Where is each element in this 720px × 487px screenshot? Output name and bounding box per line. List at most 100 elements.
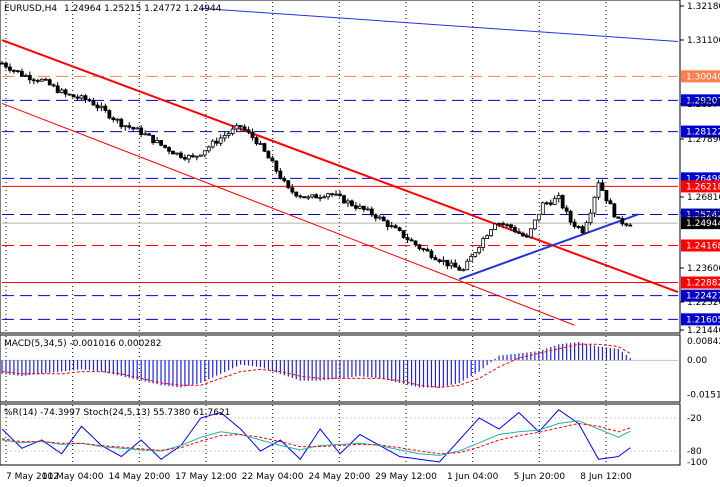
candle-body	[477, 246, 482, 254]
y-tick-label: 1.31100	[687, 36, 720, 46]
candle-body	[373, 214, 378, 219]
candle-body	[560, 195, 565, 209]
candle-body	[513, 227, 517, 233]
price-level-label: 1.28122	[686, 128, 720, 138]
candle-body	[254, 137, 259, 145]
price-level-tag	[681, 276, 720, 289]
trend-line[interactable]	[1, 102, 575, 326]
oscillator-series-line	[1, 409, 631, 463]
candle-body	[421, 248, 426, 251]
candle-body	[115, 118, 120, 121]
price-level-tag	[681, 313, 720, 326]
candle-body	[286, 180, 291, 189]
price-level-tag	[681, 94, 720, 107]
candle-body	[377, 216, 382, 219]
trend-line[interactable]	[200, 7, 679, 42]
candle-body	[250, 131, 255, 139]
price-level-label: 1.26498	[686, 174, 720, 184]
candle-body	[143, 133, 148, 136]
candle-body	[437, 259, 442, 262]
candle-body	[63, 89, 68, 95]
macd-y-tick-label: -0.015126	[687, 391, 720, 401]
y-tick-label: 1.23600	[687, 264, 720, 274]
candle-body	[4, 62, 8, 68]
x-tick-label: 14 May 20:00	[108, 472, 170, 482]
candle-body	[600, 182, 605, 191]
macd-signal-line	[1, 343, 631, 389]
candle-body	[409, 239, 414, 242]
candle-body	[361, 205, 366, 210]
candle-body	[453, 262, 458, 268]
x-tick-label: 17 May 12:00	[175, 472, 237, 482]
trend-lines[interactable]	[1, 7, 679, 326]
candle-body	[230, 128, 235, 134]
candle-body	[39, 78, 44, 82]
price-level-tag	[681, 289, 720, 302]
candle-body	[47, 79, 52, 86]
candle-body	[71, 94, 76, 98]
candle-body	[294, 191, 299, 197]
candle-body	[12, 69, 16, 72]
candle-body	[342, 195, 346, 204]
y-tick-label: 1.28970	[687, 100, 720, 110]
trend-line[interactable]	[458, 213, 639, 281]
candle-body	[0, 62, 4, 65]
candle-body	[87, 99, 92, 102]
candle-body	[302, 196, 307, 199]
candle-body	[79, 95, 84, 99]
candle-body	[326, 193, 330, 198]
trend-line[interactable]	[1, 39, 679, 294]
price-level-tag	[681, 70, 720, 83]
candle-body	[262, 143, 267, 152]
candle-body	[278, 170, 283, 179]
stoch-y-tick-label: -100	[687, 458, 708, 468]
candle-body	[405, 237, 410, 241]
y-tick-label: 1.26810	[687, 193, 720, 203]
candle-body	[544, 202, 549, 205]
candle-body	[198, 154, 203, 157]
candle-body	[135, 127, 140, 130]
candle-body	[425, 248, 430, 252]
candle-body	[592, 196, 597, 214]
candle-body	[556, 195, 561, 200]
candle-body	[107, 110, 112, 119]
oscillator-series-line	[1, 422, 631, 455]
price-candles	[0, 60, 633, 272]
candle-body	[441, 259, 446, 262]
macd-title: MACD(5,34,5) -0.001016 0.000282	[4, 339, 161, 349]
candle-body	[83, 95, 88, 100]
candle-body	[163, 144, 167, 148]
candle-body	[461, 269, 466, 272]
candle-body	[238, 125, 243, 128]
x-tick-label: 8 Jun 12:00	[580, 472, 632, 482]
candle-body	[43, 78, 48, 81]
candle-body	[357, 205, 362, 209]
candle-body	[274, 160, 279, 172]
candle-body	[389, 225, 394, 228]
candle-body	[194, 155, 199, 158]
candle-body	[576, 226, 581, 228]
candle-body	[501, 223, 505, 226]
candle-body	[119, 118, 124, 128]
candle-body	[536, 213, 541, 221]
candle-body	[381, 216, 386, 222]
candle-body	[179, 152, 183, 158]
candle-body	[528, 228, 533, 238]
oscillator-lines	[1, 409, 678, 463]
candle-body	[616, 216, 621, 219]
candle-body	[322, 196, 326, 199]
macd-histogram	[1, 342, 678, 389]
candle-body	[457, 266, 462, 271]
price-level-label: 1.22427	[686, 292, 720, 302]
stoch-y-tick-label: -80	[687, 447, 702, 457]
candle-body	[318, 196, 323, 199]
candle-body	[171, 150, 175, 155]
price-level-tag	[681, 180, 720, 193]
candle-body	[123, 125, 128, 128]
stoch-panel[interactable]	[0, 403, 681, 466]
x-tick-label: 24 May 20:00	[308, 472, 370, 482]
price-level-label: 1.21605	[686, 315, 720, 325]
